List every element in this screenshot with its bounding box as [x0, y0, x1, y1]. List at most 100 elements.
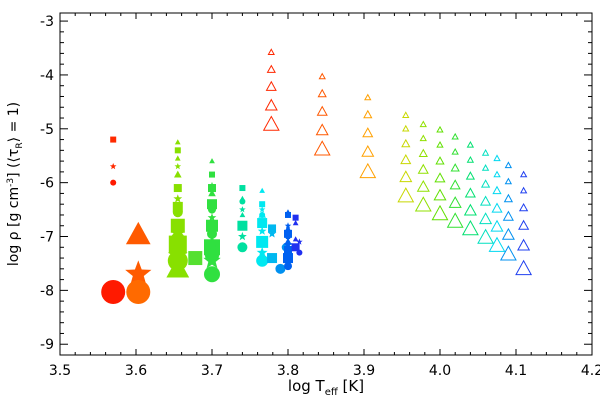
data-point-square: [256, 235, 269, 248]
data-point-open-triangle: [399, 170, 413, 183]
y-tick-label: -4: [40, 68, 54, 84]
data-point-star: [239, 206, 246, 213]
data-point-triangle: [292, 236, 299, 242]
data-point-open-triangle: [451, 132, 459, 140]
data-point-disc: [101, 279, 126, 304]
plot-marks: [101, 48, 533, 304]
data-point-open-triangle: [466, 140, 475, 148]
data-point-triangle: [174, 170, 182, 178]
data-point-triangle: [209, 158, 215, 164]
data-point-open-triangle: [502, 210, 514, 221]
data-point-square: [174, 147, 181, 154]
y-tick-label: -8: [40, 283, 54, 299]
data-point-open-triangle: [417, 163, 429, 174]
data-point-open-triangle: [266, 64, 276, 73]
data-point-open-triangle: [479, 195, 492, 206]
data-point-open-triangle: [400, 153, 412, 165]
data-point-open-triangle: [493, 170, 501, 178]
data-point-open-triangle: [435, 156, 445, 165]
data-point-open-triangle: [362, 127, 374, 138]
data-point-open-triangle: [480, 179, 491, 188]
y-tick-label: -5: [40, 122, 54, 138]
data-point-open-triangle: [451, 147, 459, 155]
data-point-open-triangle: [493, 154, 501, 162]
data-point-open-triangle: [315, 123, 329, 136]
data-point-square: [283, 253, 293, 264]
data-point-triangle: [208, 189, 216, 197]
axis-ticks: 3.5 3.6 3.7 3.8 3.9 4.0 4.1 4.2 -9 -8 -7 -6 -5 -4 -3: [40, 13, 600, 379]
data-point-open-triangle: [504, 177, 513, 185]
x-tick-label: 3.7: [201, 363, 223, 379]
data-point-square: [206, 219, 218, 232]
data-point-open-triangle: [461, 219, 479, 236]
data-point-star: [205, 235, 219, 248]
data-point-open-triangle: [504, 161, 513, 169]
data-point-square: [239, 185, 246, 192]
plot-frame: [59, 12, 593, 356]
data-point-disc: [204, 266, 220, 283]
data-point-open-triangle: [318, 72, 326, 80]
data-point-star: [283, 240, 293, 249]
data-point-open-triangle: [363, 109, 373, 119]
data-point-open-triangle: [419, 120, 427, 128]
data-point-open-triangle: [267, 48, 275, 55]
data-point-triangle: [292, 220, 299, 226]
data-point-open-triangle: [518, 219, 530, 230]
data-point-open-triangle: [515, 259, 533, 276]
data-point-open-triangle: [517, 238, 531, 251]
data-point-open-triangle: [434, 172, 446, 183]
x-tick-label: 3.9: [353, 363, 375, 379]
data-point-square: [291, 243, 300, 252]
data-point-triangle: [174, 155, 181, 161]
data-point-open-triangle: [448, 196, 462, 208]
data-point-open-triangle: [466, 155, 475, 163]
data-point-square: [170, 218, 185, 233]
data-point-triangle: [174, 139, 181, 145]
data-point-open-triangle: [359, 162, 377, 179]
data-point-open-triangle: [477, 228, 495, 244]
data-point-disc: [285, 233, 291, 240]
data-point-square: [207, 199, 217, 210]
y-tick-label: -3: [40, 14, 54, 30]
data-point-square: [267, 253, 278, 264]
data-point-star: [284, 222, 292, 229]
data-point-square: [257, 218, 268, 229]
data-point-open-triangle: [446, 212, 464, 228]
data-point-open-triangle: [501, 227, 515, 240]
data-point-open-triangle: [450, 163, 460, 172]
data-point-disc: [296, 249, 303, 256]
data-point-disc: [172, 207, 183, 218]
data-point-star: [125, 260, 152, 286]
data-point-disc: [208, 205, 216, 214]
data-point-square: [173, 184, 182, 193]
x-tick-label: 4.2: [581, 363, 600, 379]
data-point-square: [259, 201, 266, 208]
data-point-square: [208, 184, 216, 193]
data-point-open-triangle: [317, 88, 327, 98]
data-point-open-triangle: [481, 164, 490, 171]
data-point-open-triangle: [503, 193, 514, 203]
data-point-square: [209, 171, 215, 178]
data-point-open-triangle: [416, 179, 430, 192]
data-point-disc: [237, 242, 248, 253]
data-point-triangle: [239, 212, 246, 218]
data-point-open-triangle: [464, 187, 476, 198]
data-point-open-triangle: [361, 144, 375, 157]
y-tick-label: -6: [40, 176, 54, 192]
data-point-open-triangle: [418, 148, 428, 157]
y-axis-label: log ρ [g cm-3] (⟨τR⟩ = 1): [6, 102, 25, 266]
data-point-disc: [207, 228, 217, 239]
data-point-disc: [275, 263, 286, 274]
data-point-open-triangle: [402, 124, 410, 132]
data-point-open-triangle: [262, 115, 280, 131]
x-tick-label: 4.0: [429, 363, 451, 379]
data-point-open-triangle: [492, 185, 502, 195]
x-tick-label: 3.8: [277, 363, 299, 379]
x-tick-label: 3.5: [49, 363, 71, 379]
data-point-star: [257, 226, 267, 235]
data-point-triangle: [125, 221, 151, 245]
data-point-open-triangle: [419, 134, 427, 142]
data-point-star: [296, 238, 303, 245]
data-point-disc: [256, 254, 269, 267]
